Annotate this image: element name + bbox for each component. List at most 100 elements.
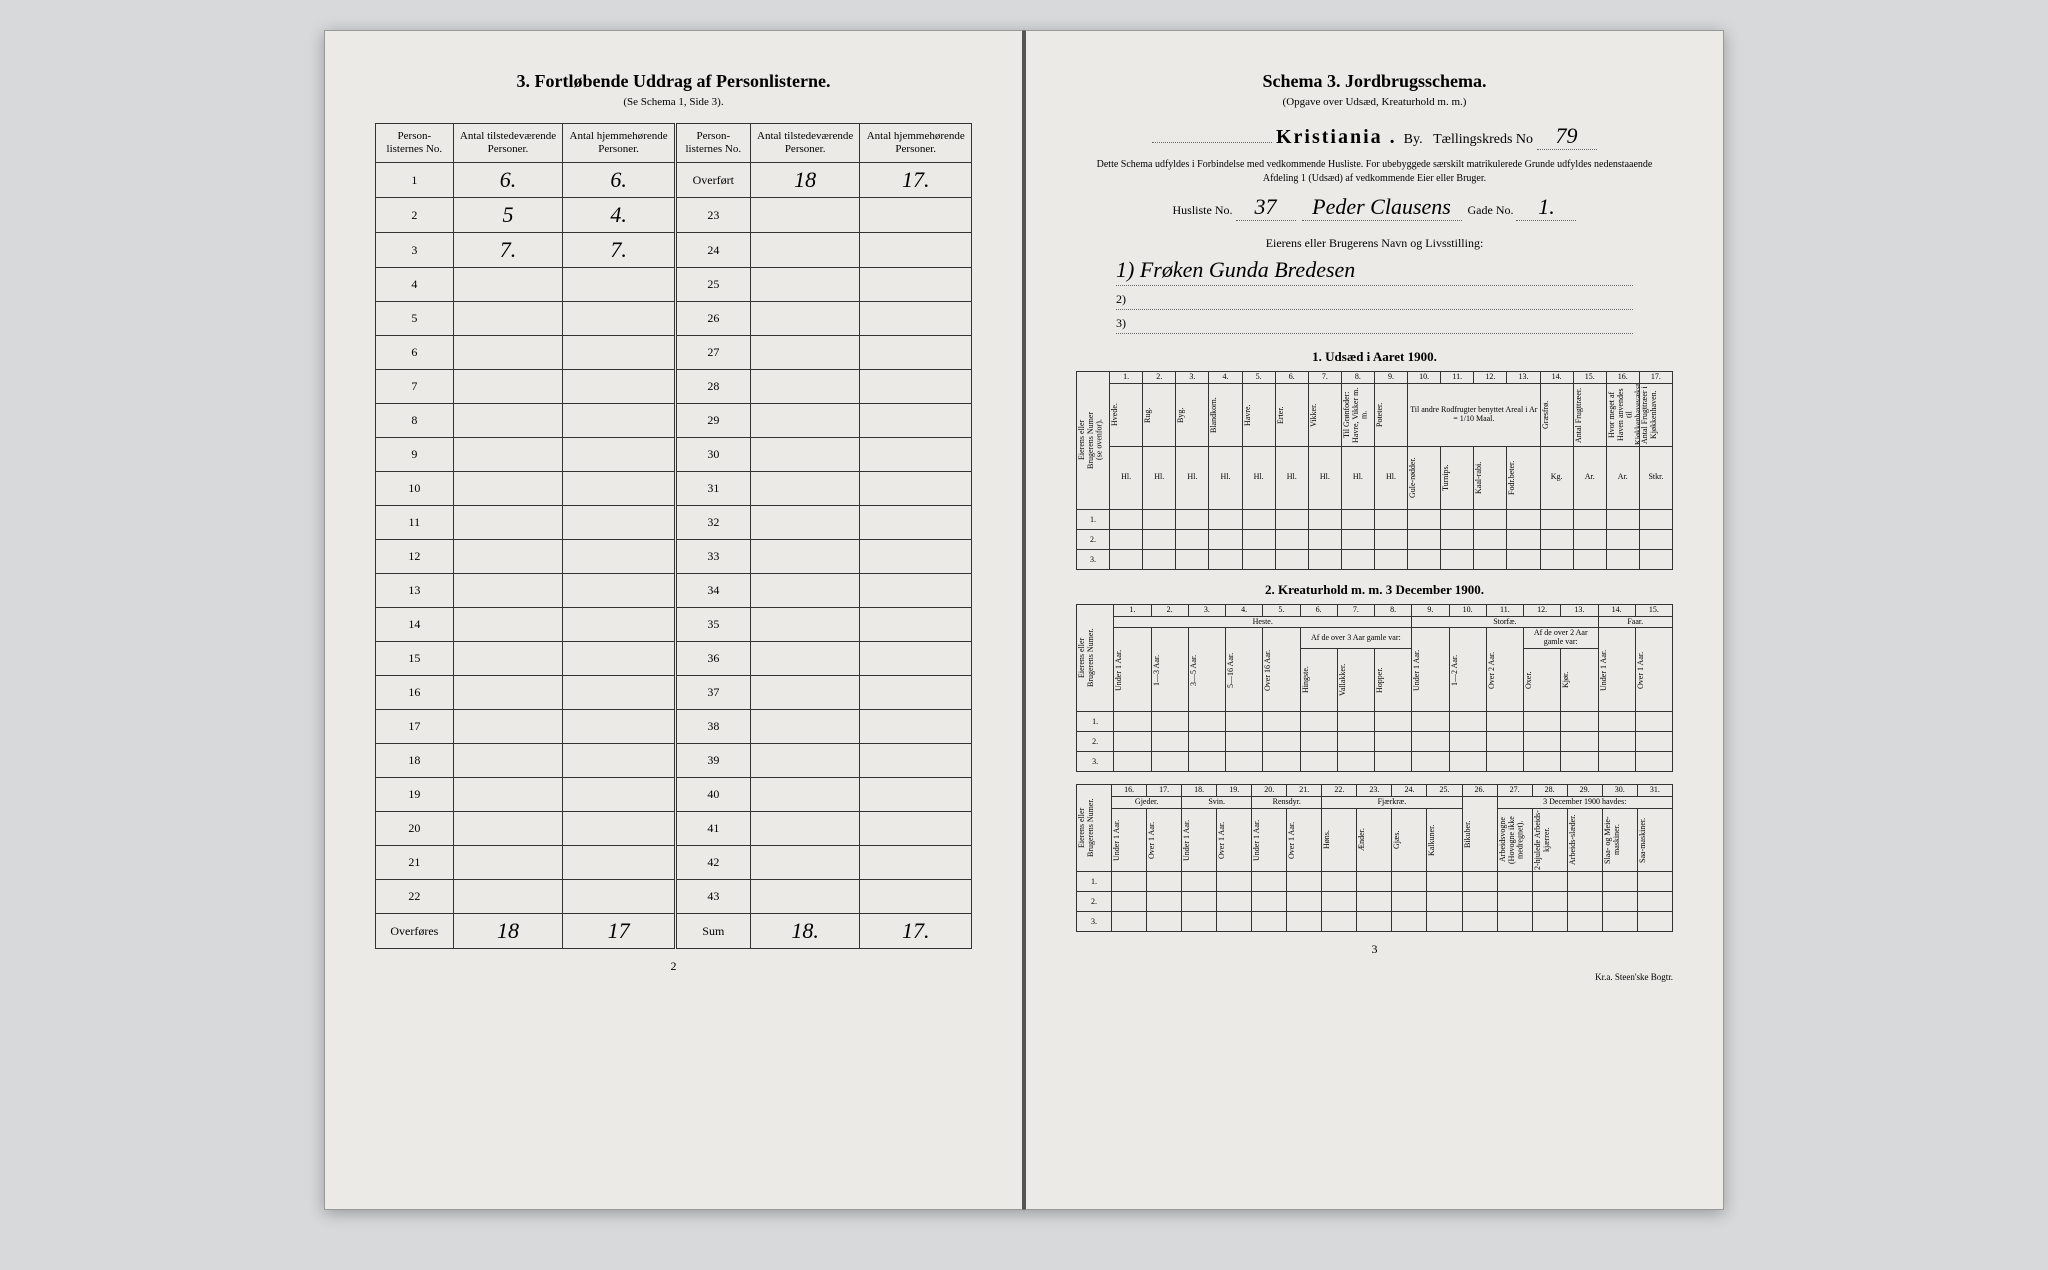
- cell: [453, 608, 563, 642]
- cell: [563, 268, 675, 302]
- cell: 6.: [453, 163, 563, 198]
- gade-no: 1.: [1516, 194, 1576, 221]
- row-no: 32: [675, 506, 750, 540]
- cell: 7.: [563, 233, 675, 268]
- cell: [453, 812, 563, 846]
- cell: [750, 268, 860, 302]
- cell: [860, 233, 972, 268]
- col-header: Antal tilstedeværende Personer.: [750, 124, 860, 163]
- cell: [563, 642, 675, 676]
- cell: [860, 710, 972, 744]
- row-no: 39: [675, 744, 750, 778]
- cell: [860, 608, 972, 642]
- cell: [750, 744, 860, 778]
- row-no: 34: [675, 574, 750, 608]
- cell: [750, 846, 860, 880]
- row-no: 25: [675, 268, 750, 302]
- cell: [563, 778, 675, 812]
- city: Kristiania .: [1276, 126, 1397, 148]
- row-no: 36: [675, 642, 750, 676]
- cell: [860, 540, 972, 574]
- cell: [453, 506, 563, 540]
- owner-box: Eierens eller Brugerens Navn og Livsstil…: [1116, 236, 1633, 334]
- instruction-text: Dette Schema udfyldes i Forbindelse med …: [1096, 158, 1653, 186]
- cell: [563, 472, 675, 506]
- row-no: 22: [376, 880, 454, 914]
- right-title: Schema 3. Jordbrugsschema.: [1076, 71, 1673, 92]
- cell: 7.: [453, 233, 563, 268]
- cell: [453, 642, 563, 676]
- cell: [750, 370, 860, 404]
- row-no: 42: [675, 846, 750, 880]
- cell: [750, 608, 860, 642]
- cell: [860, 880, 972, 914]
- footer-val: 17: [563, 914, 675, 949]
- husliste-row: Husliste No. 37 Peder Clausens Gade No. …: [1076, 194, 1673, 221]
- cell: [453, 574, 563, 608]
- footer-val: 18: [453, 914, 563, 949]
- cell: [750, 710, 860, 744]
- cell: [860, 404, 972, 438]
- cell: [750, 642, 860, 676]
- footer-label: Sum: [675, 914, 750, 949]
- cell: 17.: [860, 163, 972, 198]
- row-no: 33: [675, 540, 750, 574]
- col-header: Antal hjemmehørende Personer.: [563, 124, 675, 163]
- row-no: 16: [376, 676, 454, 710]
- cell: [563, 574, 675, 608]
- by-label: By.: [1404, 132, 1423, 147]
- cell: [860, 336, 972, 370]
- row-no: 18: [376, 744, 454, 778]
- row-no: 20: [376, 812, 454, 846]
- cell: [453, 404, 563, 438]
- row-no: 29: [675, 404, 750, 438]
- kreds-label: Tællingskreds No: [1433, 132, 1533, 147]
- col-header: Antal hjemmehørende Personer.: [860, 124, 972, 163]
- kreatur-table-a: Eierens eller Brugerens Numer.1.2.3.4.5.…: [1076, 604, 1673, 772]
- row-no: 31: [675, 472, 750, 506]
- row-no: 1: [376, 163, 454, 198]
- cell: [750, 506, 860, 540]
- cell: [860, 302, 972, 336]
- row-no: 28: [675, 370, 750, 404]
- cell: [750, 302, 860, 336]
- cell: [563, 608, 675, 642]
- cell: [750, 438, 860, 472]
- cell: [750, 574, 860, 608]
- cell: [860, 438, 972, 472]
- cell: [563, 506, 675, 540]
- kreatur-table-b: Eierens eller Brugerens Numer.16.17.18.1…: [1076, 784, 1673, 932]
- cell: [563, 846, 675, 880]
- cell: [453, 880, 563, 914]
- cell: [750, 472, 860, 506]
- row-no: 41: [675, 812, 750, 846]
- row-no: 7: [376, 370, 454, 404]
- row-no: 12: [376, 540, 454, 574]
- cell: [860, 268, 972, 302]
- row-no: 30: [675, 438, 750, 472]
- right-subtitle: (Opgave over Udsæd, Kreaturhold m. m.): [1076, 96, 1673, 108]
- cell: [453, 336, 563, 370]
- cell: [563, 744, 675, 778]
- husliste-name: Peder Clausens: [1302, 194, 1462, 221]
- left-subtitle: (Se Schema 1, Side 3).: [375, 96, 972, 108]
- left-title: 3. Fortløbende Uddrag af Personlisterne.: [375, 71, 972, 92]
- cell: [563, 336, 675, 370]
- cell: [860, 370, 972, 404]
- cell: [750, 880, 860, 914]
- row-no: Overført: [675, 163, 750, 198]
- husliste-no: 37: [1236, 194, 1296, 221]
- cell: [750, 233, 860, 268]
- cell: [563, 302, 675, 336]
- row-no: 26: [675, 302, 750, 336]
- row-no: 37: [675, 676, 750, 710]
- cell: [860, 744, 972, 778]
- cell: [563, 880, 675, 914]
- cell: [860, 778, 972, 812]
- row-no: 4: [376, 268, 454, 302]
- section2-title: 2. Kreaturhold m. m. 3 December 1900.: [1076, 582, 1673, 598]
- page-spread: 3. Fortløbende Uddrag af Personlisterne.…: [324, 30, 1724, 1210]
- cell: [750, 336, 860, 370]
- col-header: Person-listernes No.: [675, 124, 750, 163]
- footer-val: 17.: [860, 914, 972, 949]
